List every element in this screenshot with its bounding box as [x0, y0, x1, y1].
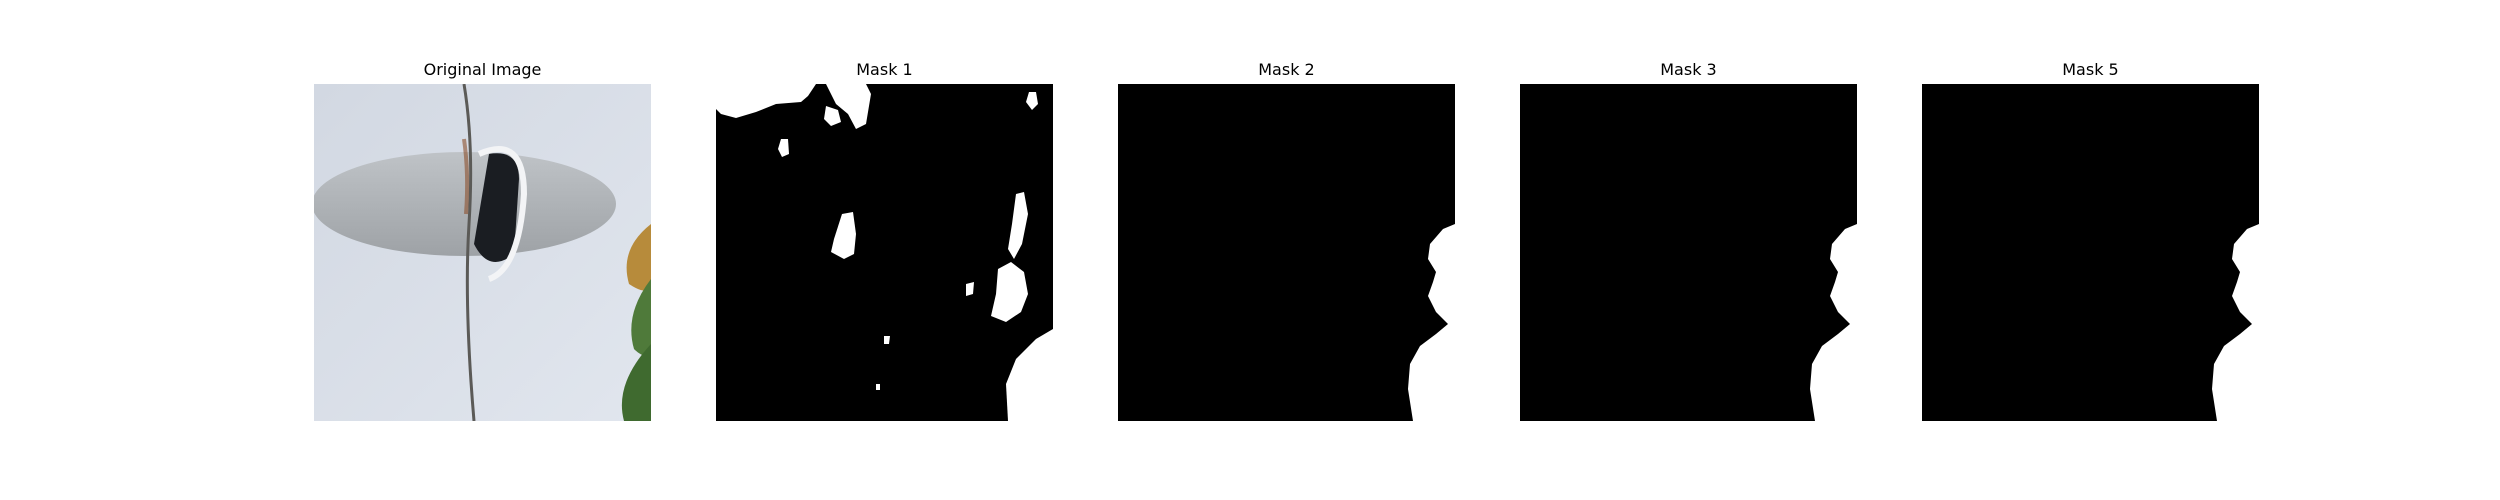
panel-mask-5: Mask 5 [1922, 0, 2259, 500]
mask-5-svg [1922, 84, 2259, 421]
original-photo [314, 84, 651, 421]
panel-title: Mask 2 [1258, 60, 1315, 79]
panel-mask-3: Mask 3 [1520, 0, 1857, 500]
panel-title: Mask 1 [856, 60, 913, 79]
mask-2-svg [1118, 84, 1455, 421]
panel-title: Original Image [423, 60, 542, 79]
panel-mask-1: Mask 1 [716, 0, 1053, 500]
panel-original-image: Original Image [314, 0, 651, 500]
mask-3-image [1520, 84, 1857, 421]
original-photo-svg [314, 84, 651, 421]
mask-5-image [1922, 84, 2259, 421]
panel-mask-2: Mask 2 [1118, 0, 1455, 500]
panel-title: Mask 3 [1660, 60, 1717, 79]
mask-3-svg [1520, 84, 1857, 421]
panel-title: Mask 5 [2062, 60, 2119, 79]
mask-1-svg [716, 84, 1053, 421]
mask-1-image [716, 84, 1053, 421]
mask-2-image [1118, 84, 1455, 421]
